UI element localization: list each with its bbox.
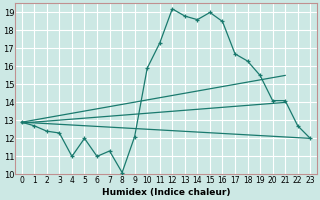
X-axis label: Humidex (Indice chaleur): Humidex (Indice chaleur) [102,188,230,197]
